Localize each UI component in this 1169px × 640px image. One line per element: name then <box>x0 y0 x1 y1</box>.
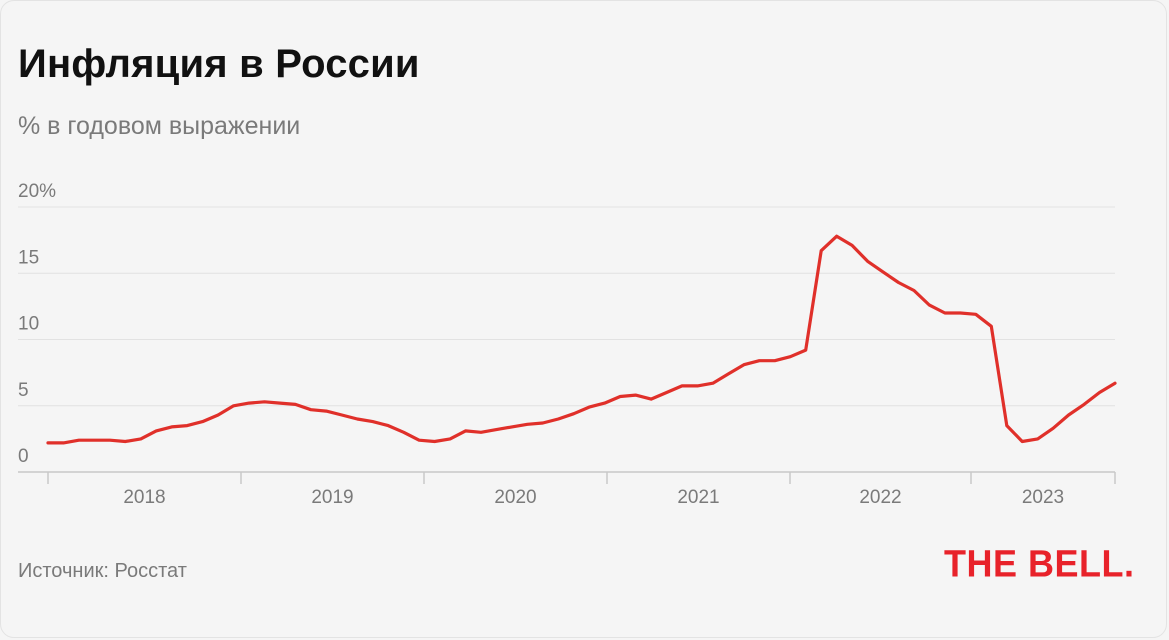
x-tick-label: 2020 <box>494 487 536 508</box>
y-tick-label: 20% <box>18 181 56 202</box>
source-note: Источник: Росстат <box>18 560 187 582</box>
chart-subtitle: % в годовом выражении <box>18 112 301 140</box>
y-axis-tick-labels: 0 5 10 15 20% <box>18 181 56 467</box>
x-tick-label: 2018 <box>123 487 165 508</box>
x-tick-label: 2023 <box>1022 487 1064 508</box>
series-layer <box>46 234 1117 445</box>
chart-title: Инфляция в России <box>18 42 420 86</box>
y-tick-label: 15 <box>18 247 39 268</box>
y-tick-label: 5 <box>18 380 29 401</box>
x-tick-label: 2021 <box>677 487 719 508</box>
y-tick-label: 10 <box>18 314 39 335</box>
y-tick-label: 0 <box>18 446 29 467</box>
series-line-inflation <box>46 234 1117 445</box>
x-axis-tick-labels: 2018 2019 2020 2021 2022 2023 <box>123 487 1064 508</box>
x-axis <box>18 471 1116 484</box>
grid-lines <box>18 206 1115 407</box>
the-bell-logo: THE BELL. <box>944 541 1135 585</box>
x-tick-label: 2022 <box>859 487 901 508</box>
x-tick-label: 2019 <box>311 487 353 508</box>
